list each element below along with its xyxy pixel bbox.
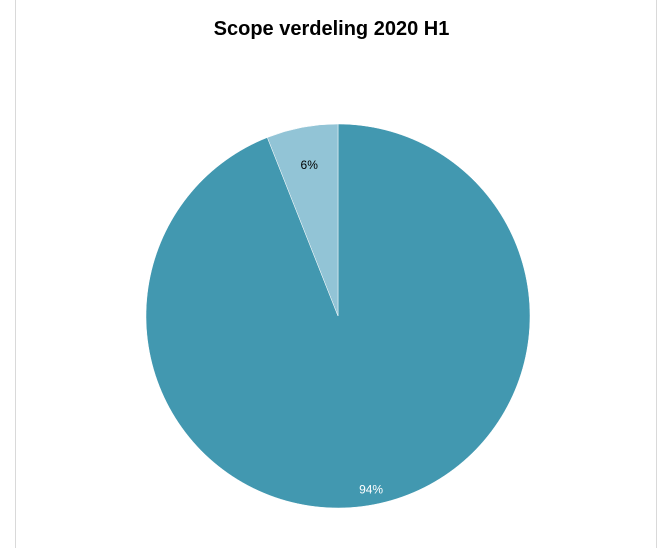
- chart-title: Scope verdeling 2020 H1: [213, 18, 450, 40]
- pie-slices: [145, 123, 531, 509]
- pie-labels: 94% 6%: [301, 158, 384, 496]
- pie-slice-1: [266, 123, 339, 317]
- pie-slice-label-0: 94%: [359, 483, 383, 497]
- pie-slice-label-1: 6%: [301, 158, 319, 172]
